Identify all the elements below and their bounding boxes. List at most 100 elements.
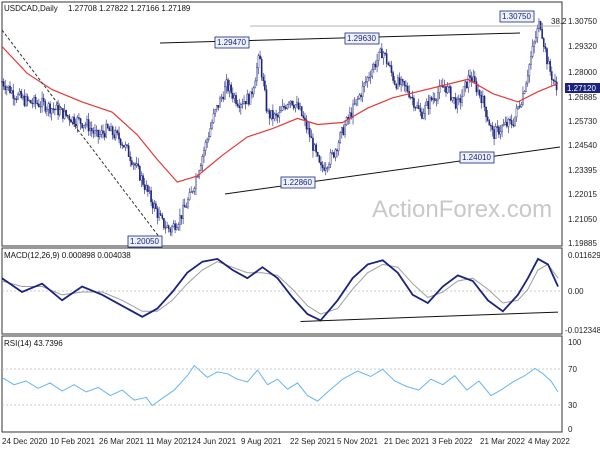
candle-body <box>326 167 329 169</box>
x-tick-8: 21 Dec 2021 <box>384 437 430 446</box>
candle-body <box>123 145 125 148</box>
candle-body <box>254 80 257 89</box>
candle-body <box>214 109 216 114</box>
pivot-label-high-2022: 1.30750 <box>499 10 535 23</box>
rsi-tick-100: 100 <box>568 338 582 347</box>
candle-body <box>41 98 43 107</box>
candle-body <box>34 97 37 104</box>
candle-body <box>62 108 64 119</box>
candle-body <box>38 103 40 107</box>
rsi-panel-frame <box>1 335 563 433</box>
candle-body <box>430 97 433 101</box>
candle-body <box>474 76 476 82</box>
candle-body <box>159 213 162 216</box>
candle-body <box>94 130 96 134</box>
candle-body <box>341 127 343 133</box>
candle-body <box>454 97 457 109</box>
candle-body <box>498 126 500 135</box>
x-tick-7: 5 Nov 2021 <box>337 437 378 446</box>
price-panel-frame <box>1 1 563 247</box>
candle-body <box>413 97 415 108</box>
candle-body <box>180 215 183 219</box>
candle-body <box>25 96 27 106</box>
candle-body <box>531 46 534 57</box>
candle-body <box>84 124 87 126</box>
candle-body <box>248 94 250 105</box>
candle-body <box>416 105 418 108</box>
candle-body <box>429 97 431 109</box>
candle-body <box>539 21 542 30</box>
candle-body <box>490 125 492 127</box>
candle-body <box>283 106 285 108</box>
candle-body <box>272 110 274 119</box>
candle-body <box>217 105 220 108</box>
candle-body <box>324 167 327 171</box>
candle-body <box>425 101 428 106</box>
candle-body <box>336 149 338 152</box>
x-tick-2: 26 Mar 2021 <box>99 437 144 446</box>
rsi-tick-70: 70 <box>568 365 577 374</box>
svg-text:1.30750: 1.30750 <box>502 12 531 21</box>
candle-body <box>224 86 226 100</box>
candle-body <box>278 112 281 118</box>
candle-body <box>289 100 292 104</box>
candle-body <box>174 223 176 230</box>
pivot-label-aug-2021: 1.29470 <box>214 36 250 49</box>
candle-body <box>240 104 242 108</box>
candle-body <box>358 94 361 99</box>
candle-body <box>294 104 297 109</box>
candle-body <box>299 106 301 110</box>
candle-body <box>233 95 236 99</box>
candle-body <box>1 81 3 83</box>
candle-body <box>126 144 128 146</box>
candle-body <box>518 106 521 108</box>
candle-body <box>57 104 59 116</box>
candle-body <box>424 105 426 114</box>
macd-layer <box>1 257 559 322</box>
candle-body <box>464 81 467 88</box>
candle-body <box>379 48 382 53</box>
macd-tick-top: 0.011629 <box>568 251 600 260</box>
candle-body <box>220 96 223 99</box>
candle-body <box>129 156 132 161</box>
candle-body <box>115 130 117 139</box>
candle-body <box>219 97 221 108</box>
candle-body <box>433 98 436 101</box>
candle-body <box>191 191 194 193</box>
candlestick-series <box>1 18 558 237</box>
candle-body <box>251 91 253 95</box>
candle-body <box>510 120 513 125</box>
candle-body <box>4 85 7 91</box>
candle-body <box>297 102 300 110</box>
candle-body <box>74 123 77 127</box>
candle-body <box>296 102 298 106</box>
candle-body <box>44 101 47 112</box>
candle-body <box>382 52 385 59</box>
candle-body <box>22 95 24 98</box>
candle-body <box>20 91 23 98</box>
candle-body <box>523 91 526 94</box>
candle-body <box>446 86 449 93</box>
candle-body <box>156 208 159 218</box>
pivot-label-mar-2022: 1.24010 <box>459 151 495 164</box>
candle-body <box>42 98 45 102</box>
candle-body <box>228 84 231 92</box>
candle-body <box>411 96 414 99</box>
candle-body <box>252 87 255 95</box>
candle-body <box>153 203 156 209</box>
candle-body <box>400 79 402 85</box>
x-tick-11: 4 May 2022 <box>528 437 570 446</box>
candle-body <box>23 95 26 106</box>
candle-body <box>161 215 164 219</box>
candle-body <box>472 76 475 82</box>
candle-body <box>273 113 276 119</box>
candle-body <box>58 109 61 116</box>
candle-body <box>360 94 362 97</box>
candle-body <box>50 108 53 114</box>
candle-body <box>201 156 204 166</box>
candle-body <box>131 160 133 165</box>
candle-body <box>92 130 95 134</box>
rsi-line <box>1 364 559 407</box>
candle-body <box>256 67 258 82</box>
